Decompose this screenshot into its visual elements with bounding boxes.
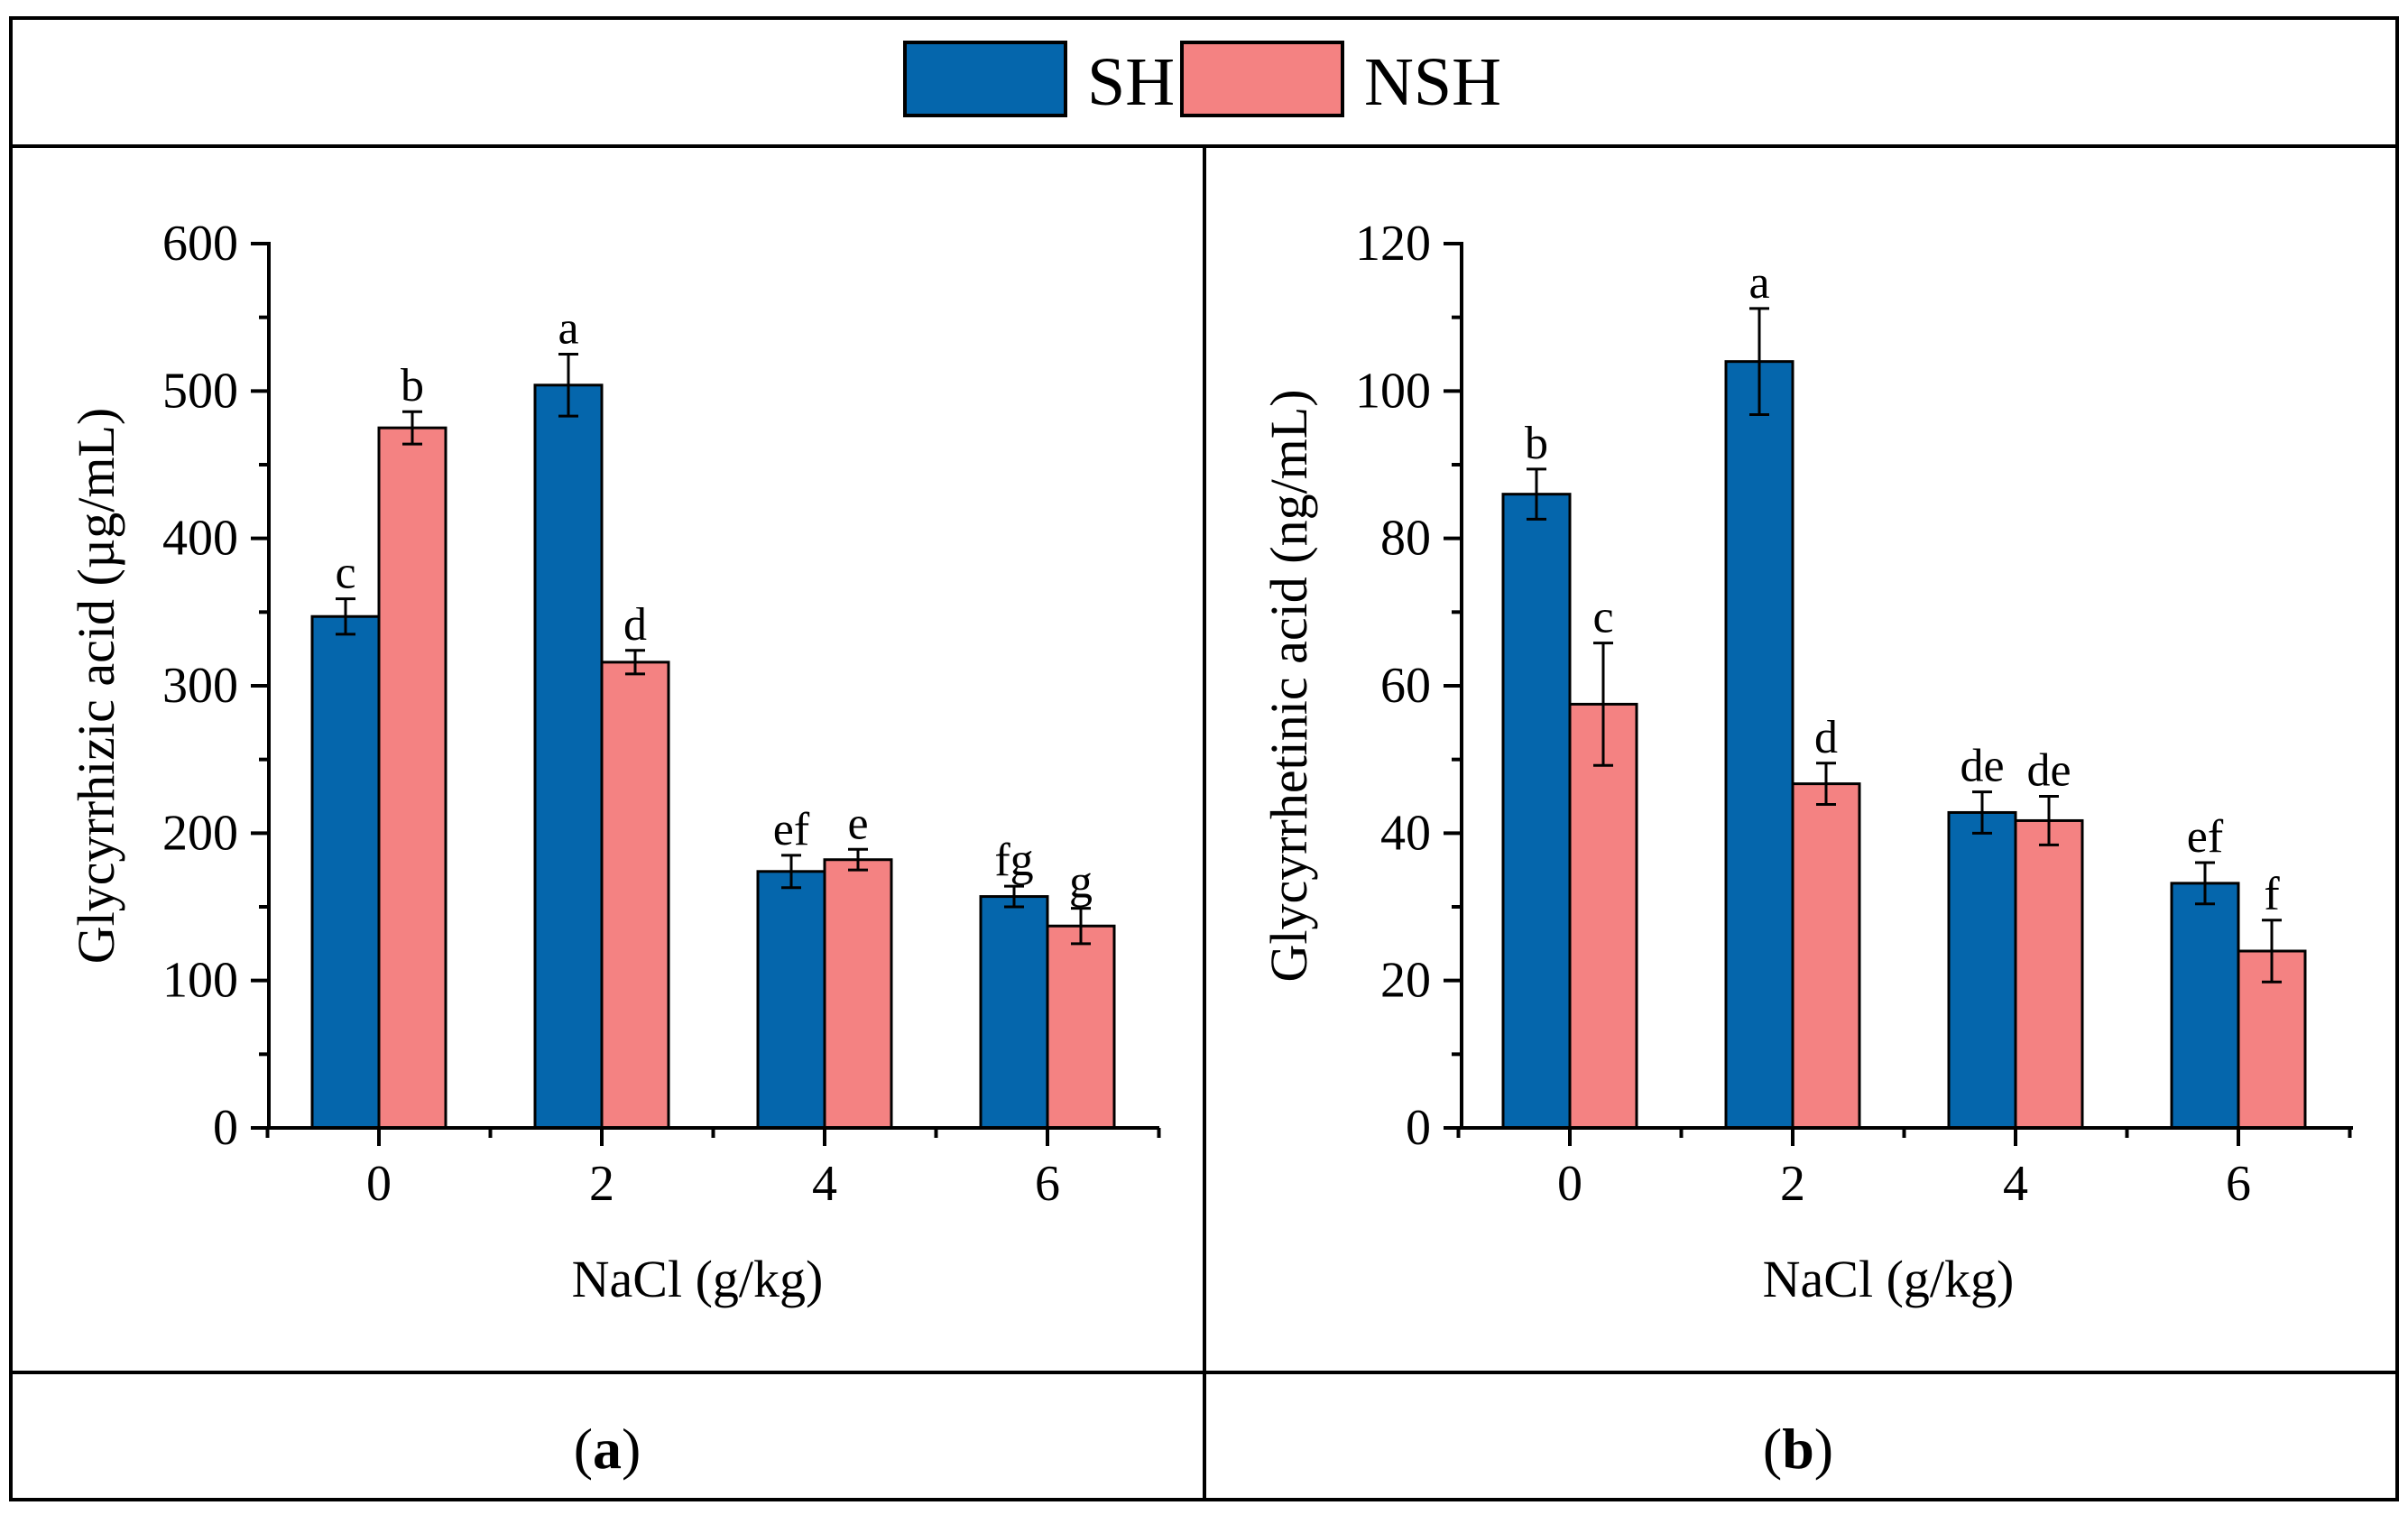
panel-b-error-bar-sh-0 xyxy=(1527,467,1546,521)
panel-a-y-tick-label-0: 0 xyxy=(213,1100,238,1156)
panel-a-y-tick-label-200: 200 xyxy=(162,805,238,861)
panel-a-bar-nsh-6 xyxy=(1046,924,1116,1130)
panel-a-error-bar-sh-2 xyxy=(558,353,578,418)
panel-b-bar-sh-4 xyxy=(1947,810,2017,1130)
panel-b-y-tick-label-40: 40 xyxy=(1380,805,1431,861)
legend-label-sh: SH xyxy=(1087,44,1175,120)
panel-a-y-axis-title: Glycyrrhizic acid (µg/mL) xyxy=(67,408,125,964)
panel-b-x-tick-label-2: 2 xyxy=(1780,1156,1805,1212)
panel-a-letters: c a ef fg b d e g xyxy=(335,303,1093,909)
panel-b-y-tick-label-80: 80 xyxy=(1380,511,1431,567)
panel-a-letter-nsh-4: e xyxy=(847,798,868,849)
panel-a-y-tick-label-400: 400 xyxy=(162,511,238,567)
panel-a-letter-nsh-2: d xyxy=(623,599,647,651)
panel-a-error-bar-nsh-4 xyxy=(848,847,868,872)
panel-b-x-tick-label-6: 6 xyxy=(2226,1156,2251,1212)
panel-a-letter-sh-2: a xyxy=(558,303,578,355)
panel-b-y-tick-label-120: 120 xyxy=(1355,216,1431,272)
panel-a-error-bars xyxy=(336,353,1091,946)
caption-a-letter: a xyxy=(593,1417,622,1481)
panel-b-bar-nsh-0 xyxy=(1568,702,1638,1130)
panel-b-letter-sh-2: a xyxy=(1748,257,1769,309)
panel-b-error-bar-nsh-0 xyxy=(1593,642,1613,767)
panel-b-y-ticks: 0 20 40 60 80 100 120 xyxy=(1355,216,1462,1156)
panel-b-bar-sh-0 xyxy=(1501,493,1572,1130)
panel-a-error-bar-sh-0 xyxy=(336,597,355,636)
panel-a-bar-sh-0 xyxy=(310,614,381,1130)
panel-a-y-tick-label-600: 600 xyxy=(162,216,238,272)
panel-a-error-bar-nsh-0 xyxy=(402,410,422,446)
legend-swatch-nsh xyxy=(1180,41,1344,117)
panel-a-bar-sh-4 xyxy=(756,870,826,1130)
panel-a-error-bar-sh-6 xyxy=(1004,884,1024,909)
panel-a-error-bar-nsh-6 xyxy=(1071,907,1091,946)
panel-b-y-tick-label-0: 0 xyxy=(1406,1100,1431,1156)
panel-b-letter-nsh-4: de xyxy=(2026,745,2071,797)
panel-b-x-tick-label-4: 4 xyxy=(2003,1156,2028,1212)
panel-a-y-tick-label-500: 500 xyxy=(162,363,238,419)
panel-a-letter-sh-6: fg xyxy=(994,835,1033,886)
panel-b-y-tick-label-100: 100 xyxy=(1355,363,1431,419)
panel-b-y-tick-label-60: 60 xyxy=(1380,658,1431,714)
panel-a-letter-sh-4: ef xyxy=(773,804,810,855)
panel-a-bar-sh-6 xyxy=(979,895,1049,1130)
panel-b-error-bars xyxy=(1527,307,2282,984)
panel-b-letter-nsh-2: d xyxy=(1814,712,1838,763)
caption-a: (a) xyxy=(574,1417,641,1481)
panel-a-letter-nsh-6: g xyxy=(1069,857,1093,909)
panel-a-bar-nsh-4 xyxy=(823,858,893,1130)
panel-a-y-tick-label-300: 300 xyxy=(162,658,238,714)
panel-a-x-tick-label-0: 0 xyxy=(366,1156,392,1212)
panel-b-letters: b a de ef c d de f xyxy=(1525,257,2280,920)
panel-b-letter-sh-0: b xyxy=(1525,418,1548,469)
panel-b-y-tick-label-20: 20 xyxy=(1380,953,1431,1009)
panel-b-bar-sh-6 xyxy=(2170,882,2240,1130)
panel-a-letter-sh-0: c xyxy=(335,548,355,599)
panel-b-y-axis-title: Glycyrrhetinic acid (ng/mL) xyxy=(1259,389,1318,982)
panel-b-error-bar-nsh-6 xyxy=(2262,919,2282,984)
panel-b-chart: b a de ef c d de f 0 20 40 60 80 100 120 0 2 4 6 NaCl (g… xyxy=(1259,216,2353,1308)
panel-a-x-ticks: 0 2 4 6 xyxy=(265,1128,1161,1212)
panel-a-letter-nsh-0: b xyxy=(401,360,424,411)
panel-a-error-bar-nsh-2 xyxy=(625,649,645,676)
panel-b-bars xyxy=(1501,360,2307,1130)
panel-b-error-bar-nsh-4 xyxy=(2039,795,2059,846)
panel-a-x-tick-label-4: 4 xyxy=(812,1156,837,1212)
panel-b-error-bar-sh-4 xyxy=(1972,790,1992,835)
panel-a-y-tick-label-100: 100 xyxy=(162,953,238,1009)
panel-b-letter-sh-4: de xyxy=(1960,741,2004,792)
panel-a-x-tick-label-2: 2 xyxy=(589,1156,614,1212)
panel-a-error-bar-sh-4 xyxy=(781,854,801,890)
panel-b-letter-sh-6: ef xyxy=(2187,811,2224,863)
panel-a-chart: c a ef fg b d e g 0 100 200 300 400 500 600 0 2 4 6 NaCl… xyxy=(67,216,1161,1308)
caption-b: (b) xyxy=(1763,1417,1833,1481)
panel-b-error-bar-sh-6 xyxy=(2195,861,2215,906)
panel-a-x-tick-label-6: 6 xyxy=(1035,1156,1060,1212)
panel-a-bar-sh-2 xyxy=(533,383,604,1130)
legend: SH NSH xyxy=(903,41,1501,120)
panel-b-letter-nsh-0: c xyxy=(1592,592,1613,643)
panel-b-letter-nsh-6: f xyxy=(2264,869,2280,920)
legend-swatch-sh xyxy=(903,41,1067,117)
panel-b-x-axis-title: NaCl (g/kg) xyxy=(1763,1250,2015,1308)
panel-b-bar-nsh-2 xyxy=(1791,782,1861,1130)
panel-a-bars xyxy=(310,383,1116,1130)
panel-b-x-tick-label-0: 0 xyxy=(1557,1156,1582,1212)
panel-b-bar-sh-2 xyxy=(1724,360,1794,1130)
panel-b-bar-nsh-4 xyxy=(2014,818,2084,1130)
panel-a-x-axis-title: NaCl (g/kg) xyxy=(572,1250,824,1308)
panel-a-y-ticks: 0 100 200 300 400 500 600 xyxy=(162,216,269,1156)
caption-b-letter: b xyxy=(1782,1417,1814,1481)
panel-a-bar-nsh-2 xyxy=(600,661,670,1130)
panel-b-error-bar-sh-2 xyxy=(1749,307,1769,416)
panel-b-x-ticks: 0 2 4 6 xyxy=(1456,1128,2352,1212)
legend-label-nsh: NSH xyxy=(1364,44,1501,120)
panel-a-bar-nsh-0 xyxy=(377,426,447,1130)
panel-b-error-bar-nsh-2 xyxy=(1816,762,1836,806)
